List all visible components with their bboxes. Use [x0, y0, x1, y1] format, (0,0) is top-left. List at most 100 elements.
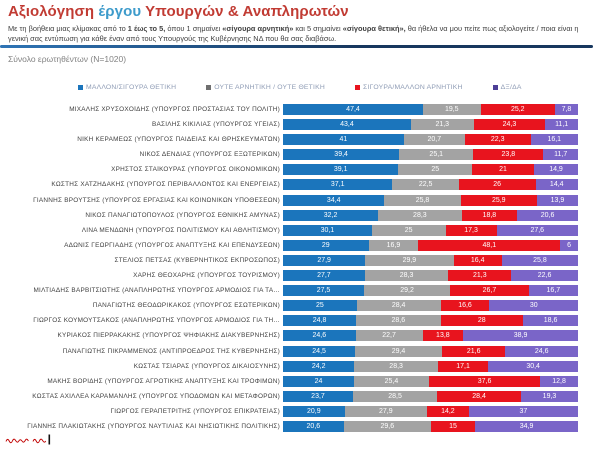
bar-segment-negative: 24,3 — [473, 119, 546, 131]
bar-segment-dontknow: 18,6 — [523, 315, 578, 327]
bar-segment-negative: 17,3 — [445, 224, 497, 236]
subtitle-segment: θα ήθελα να μου πείτε πως αξιολογείτε / … — [8, 24, 579, 44]
title-part-3: Υπουργών & Αναπληρωτών — [141, 3, 349, 20]
stacked-bar: 27,5 29,2 26,7 16,7 — [283, 285, 578, 297]
stacked-bar-chart: ΜΙΧΑΛΗΣ ΧΡΥΣΟΧΟΪΔΗΣ (ΥΠΟΥΡΓΟΣ ΠΡΟΣΤΑΣΙΑΣ… — [0, 104, 578, 436]
bar-segment-dontknow: 24,6 — [505, 345, 578, 357]
stacked-bar: 39,4 25,1 23,8 11,7 — [283, 149, 578, 161]
chart-row: ΑΔΩΝΙΣ ΓΕΩΡΓΙΑΔΗΣ (ΥΠΟΥΡΓΟΣ ΑΝΑΠΤΥΞΗΣ ΚΑ… — [0, 239, 578, 251]
category-label: ΚΩΣΤΗΣ ΧΑΤΖΗΔΑΚΗΣ (ΥΠΟΥΡΓΟΣ ΠΕΡΙΒΑΛΛΟΝΤΟ… — [51, 181, 280, 189]
bar-segment-dontknow: 11,7 — [543, 149, 578, 161]
stacked-bar: 41 20,7 22,3 16,1 — [283, 134, 578, 146]
bar-segment-positive: 39,1 — [283, 164, 399, 176]
bar-segment-neutral: 28,5 — [352, 390, 438, 402]
stacked-bar: 24 25,4 37,6 12,8 — [283, 375, 578, 387]
bar-segment-negative: 13,8 — [422, 330, 464, 342]
bar-segment-neutral: 29,4 — [355, 345, 442, 357]
legend-label: ΣΙΓΟΥΡΑ/ΜΑΛΛΟΝ ΑΡΝΗΤΙΚΗ — [362, 84, 463, 91]
chart-row: ΚΩΣΤΑΣ ΑΧΙΛΛΕΑ ΚΑΡΑΜΑΝΛΗΣ (ΥΠΟΥΡΓΟΣ ΥΠΟΔ… — [0, 390, 578, 402]
chart-legend: ΜΑΛΛΟΝ/ΣΙΓΟΥΡΑ ΘΕΤΙΚΗ ΟΥΤΕ ΑΡΝΗΤΙΚΗ / ΟΥΤ… — [78, 84, 522, 91]
stacked-bar: 25 28,4 16,6 30 — [283, 300, 578, 312]
bar-segment-neutral: 22,5 — [392, 179, 459, 191]
subtitle-segment: «σίγουρα θετική», — [342, 24, 406, 33]
chart-row: ΠΑΝΑΓΙΩΤΗΣ ΘΕΟΔΩΡΙΚΑΚΟΣ (ΥΠΟΥΡΓΟΣ ΕΣΩΤΕΡ… — [0, 300, 578, 312]
bar-segment-neutral: 28,6 — [356, 315, 441, 327]
bar-segment-neutral: 21,3 — [410, 119, 474, 131]
bar-segment-negative: 15 — [430, 420, 476, 432]
bar-segment-negative: 18,8 — [461, 209, 518, 221]
legend-swatch-icon — [492, 85, 498, 90]
category-label: ΧΡΗΣΤΟΣ ΣΤΑΪΚΟΥΡΑΣ (ΥΠΟΥΡΓΟΣ ΟΙΚΟΝΟΜΙΚΩΝ… — [111, 166, 280, 174]
bar-segment-positive: 24,2 — [283, 360, 355, 372]
chart-row: ΚΩΣΤΗΣ ΧΑΤΖΗΔΑΚΗΣ (ΥΠΟΥΡΓΟΣ ΠΕΡΙΒΑΛΛΟΝΤΟ… — [0, 179, 578, 191]
chart-row: ΜΙΛΤΙΑΔΗΣ ΒΑΡΒΙΤΣΙΩΤΗΣ (ΑΝΑΠΛΗΡΩΤΗΣ ΥΠΟΥ… — [0, 285, 578, 297]
bar-segment-neutral: 28,3 — [354, 360, 438, 372]
bar-segment-dontknow: 34,9 — [475, 420, 578, 432]
category-label: ΠΑΝΑΓΙΩΤΗΣ ΘΕΟΔΩΡΙΚΑΚΟΣ (ΥΠΟΥΡΓΟΣ ΕΣΩΤΕΡ… — [92, 302, 280, 310]
subtitle-segment: 1 έως το 5, — [127, 24, 166, 33]
bar-segment-negative: 21 — [472, 164, 535, 176]
bar-segment-neutral: 27,9 — [344, 405, 427, 417]
subtitle-segment: και 5 σημαίνει — [293, 24, 343, 33]
category-label: ΜΙΛΤΙΑΔΗΣ ΒΑΡΒΙΤΣΙΩΤΗΣ (ΑΝΑΠΛΗΡΩΤΗΣ ΥΠΟΥ… — [33, 287, 280, 295]
category-label: ΓΙΑΝΝΗΣ ΠΛΑΚΙΩΤΑΚΗΣ (ΥΠΟΥΡΓΟΣ ΝΑΥΤΙΛΙΑΣ … — [27, 422, 280, 430]
bar-segment-dontknow: 37 — [468, 405, 578, 417]
stacked-bar: 24,5 29,4 21,6 24,6 — [283, 345, 578, 357]
bar-segment-negative: 25,9 — [460, 194, 537, 206]
bar-segment-neutral: 28,3 — [378, 209, 462, 221]
stacked-bar: 30,1 25 17,3 27,6 — [283, 224, 578, 236]
bar-segment-negative: 26 — [458, 179, 536, 191]
bar-segment-negative: 16,6 — [440, 300, 490, 312]
bar-segment-neutral: 28,4 — [356, 300, 441, 312]
legend-swatch-icon — [206, 85, 212, 90]
category-label: ΧΑΡΗΣ ΘΕΟΧΑΡΗΣ (ΥΠΟΥΡΓΟΣ ΤΟΥΡΙΣΜΟΥ) — [133, 272, 280, 280]
bar-segment-negative: 21,3 — [448, 270, 512, 282]
bar-segment-dontknow: 19,3 — [521, 390, 578, 402]
bar-segment-negative: 23,8 — [473, 149, 544, 161]
stacked-bar: 43,4 21,3 24,3 11,1 — [283, 119, 578, 131]
bar-segment-positive: 23,7 — [283, 390, 353, 402]
chart-row: ΓΙΩΡΓΟΣ ΚΟΥΜΟΥΤΣΑΚΟΣ (ΑΝΑΠΛΗΡΩΤΗΣ ΥΠΟΥΡΓ… — [0, 315, 578, 327]
category-label: ΝΙΚΟΣ ΠΑΝΑΓΙΩΤΟΠΟΥΛΟΣ (ΥΠΟΥΡΓΟΣ ΕΘΝΙΚΗΣ … — [85, 211, 280, 219]
bar-segment-neutral: 29,2 — [364, 285, 451, 297]
category-label: ΓΙΑΝΝΗΣ ΒΡΟΥΤΣΗΣ (ΥΠΟΥΡΓΟΣ ΕΡΓΑΣΙΑΣ ΚΑΙ … — [33, 196, 280, 204]
bar-segment-dontknow: 12,8 — [540, 375, 578, 387]
red-script-logo-icon — [5, 434, 51, 445]
bar-segment-positive: 30,1 — [283, 224, 372, 236]
bar-segment-neutral: 19,5 — [422, 104, 481, 115]
chart-row: ΓΙΑΝΝΗΣ ΒΡΟΥΤΣΗΣ (ΥΠΟΥΡΓΟΣ ΕΡΓΑΣΙΑΣ ΚΑΙ … — [0, 194, 578, 206]
bar-segment-neutral: 29,9 — [365, 254, 454, 266]
chart-row: ΝΙΚΟΣ ΔΕΝΔΙΑΣ (ΥΠΟΥΡΓΟΣ ΕΞΩΤΕΡΙΚΩΝ) 39,4 2… — [0, 149, 578, 161]
stacked-bar: 39,1 25 21 14,9 — [283, 164, 578, 176]
bar-segment-negative: 28 — [440, 315, 524, 327]
chart-row: ΒΑΣΙΛΗΣ ΚΙΚΙΛΙΑΣ (ΥΠΟΥΡΓΟΣ ΥΓΕΙΑΣ) 43,4 21… — [0, 119, 578, 131]
bar-segment-positive: 39,4 — [283, 149, 400, 161]
legend-item-3: ΔΞ/ΔΑ — [492, 84, 522, 91]
bar-segment-positive: 25 — [283, 300, 357, 312]
legend-swatch-icon — [78, 85, 83, 90]
bar-segment-negative: 21,6 — [441, 345, 506, 357]
bar-segment-neutral: 25,8 — [384, 194, 461, 206]
title-part-1: Αξιολόγηση — [8, 3, 99, 20]
stacked-bar: 23,7 28,5 28,4 19,3 — [283, 390, 578, 402]
bar-segment-dontknow: 25,8 — [501, 254, 578, 266]
stacked-bar: 20,6 29,6 15 34,9 — [283, 420, 578, 432]
bar-segment-positive: 34,4 — [283, 194, 385, 206]
category-label: ΑΔΩΝΙΣ ΓΕΩΡΓΙΑΔΗΣ (ΥΠΟΥΡΓΟΣ ΑΝΑΠΤΥΞΗΣ ΚΑ… — [64, 241, 280, 249]
bar-segment-positive: 37,1 — [283, 179, 393, 191]
bar-segment-positive: 27,7 — [283, 270, 365, 282]
chart-row: ΠΑΝΑΓΙΩΤΗΣ ΠΙΚΡΑΜΜΕΝΟΣ (ΑΝΤΙΠΡΟΕΔΡΟΣ ΤΗΣ… — [0, 345, 578, 357]
header-divider — [0, 45, 593, 48]
bar-segment-dontknow: 6 — [560, 239, 578, 251]
bar-segment-positive: 47,4 — [283, 104, 423, 115]
bar-segment-positive: 24,5 — [283, 345, 356, 357]
bar-segment-positive: 32,2 — [283, 209, 379, 221]
category-label: ΛΙΝΑ ΜΕΝΔΩΝΗ (ΥΠΟΥΡΓΟΣ ΠΟΛΙΤΙΣΜΟΥ ΚΑΙ ΑΘ… — [81, 226, 280, 234]
category-label: ΚΥΡΙΑΚΟΣ ΠΙΕΡΡΑΚΑΚΗΣ (ΥΠΟΥΡΓΟΣ ΨΗΦΙΑΚΗΣ … — [57, 332, 280, 340]
category-label: ΝΙΚΟΣ ΔΕΝΔΙΑΣ (ΥΠΟΥΡΓΟΣ ΕΞΩΤΕΡΙΚΩΝ) — [139, 151, 280, 159]
survey-question-text: Με τη βοήθεια μιας κλίμακας από το 1 έως… — [8, 24, 586, 45]
bar-segment-positive: 20,6 — [283, 420, 344, 432]
bar-segment-neutral: 22,7 — [355, 330, 423, 342]
bar-segment-neutral: 29,6 — [343, 420, 431, 432]
bar-segment-dontknow: 27,6 — [496, 224, 578, 236]
